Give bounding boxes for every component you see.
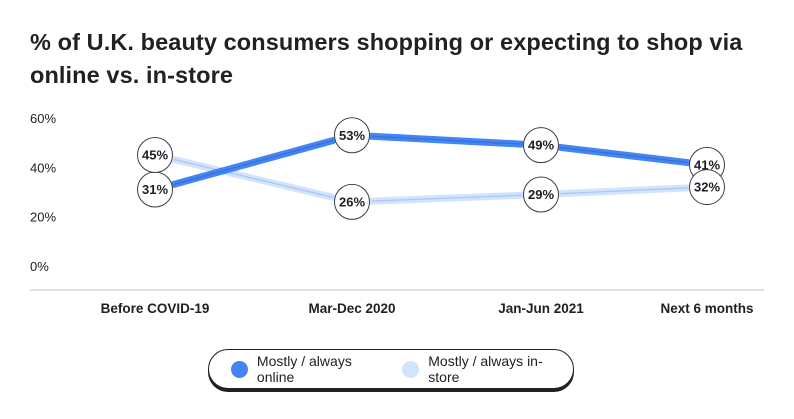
data-point-marker	[689, 169, 725, 206]
legend-item-instore: Mostly / always in-store	[402, 353, 573, 385]
x-axis: Before COVID-19 Mar-Dec 2020 Jan-Jun 2021 N…	[101, 301, 754, 316]
data-point-marker	[334, 117, 370, 154]
data-label: 41%	[694, 157, 720, 172]
y-tick-label: 20%	[30, 210, 56, 225]
instore-line-core	[371, 194, 522, 202]
x-tick-label: Next 6 months	[660, 301, 753, 316]
data-point-marker	[137, 137, 173, 173]
data-label: 29%	[528, 187, 554, 202]
data-point-marker	[334, 183, 370, 220]
x-tick-label: Mar-Dec 2020	[308, 301, 395, 316]
x-tick-label: Before COVID-19	[101, 301, 210, 316]
chart-title: % of U.K. beauty consumers shopping or e…	[30, 29, 743, 88]
data-point-marker	[523, 127, 559, 164]
data-label: 26%	[339, 194, 365, 209]
legend-label-instore: Mostly / always in-store	[428, 353, 543, 385]
legend-label-online: Mostly / always online	[256, 353, 352, 385]
y-axis: 0% 20% 40% 60%	[30, 111, 56, 274]
data-point-marker	[523, 176, 559, 213]
y-tick-label: 0%	[30, 259, 49, 274]
legend-swatch-instore	[402, 360, 420, 378]
instore-line-core	[560, 187, 688, 195]
data-labels: 31% 53% 49% 41% 45% 26% 29% 32%	[137, 117, 725, 220]
data-label: 32%	[694, 180, 720, 195]
online-line-core	[173, 139, 334, 185]
y-tick-label: 60%	[30, 111, 56, 126]
legend: Mostly / always online Mostly / always i…	[208, 349, 574, 389]
online-line-core	[560, 146, 688, 164]
legend-item-online: Mostly / always online	[231, 353, 392, 385]
legend-swatch-online	[231, 360, 248, 378]
y-tick-label: 40%	[30, 160, 56, 175]
data-label: 53%	[339, 128, 365, 143]
x-tick-label: Jan-Jun 2021	[498, 301, 584, 316]
data-label: 45%	[142, 148, 168, 163]
series-layer	[170, 132, 692, 205]
data-label: 49%	[528, 138, 554, 153]
online-line-core	[371, 135, 522, 145]
instore-line-core	[173, 158, 334, 198]
data-label: 31%	[142, 182, 168, 197]
